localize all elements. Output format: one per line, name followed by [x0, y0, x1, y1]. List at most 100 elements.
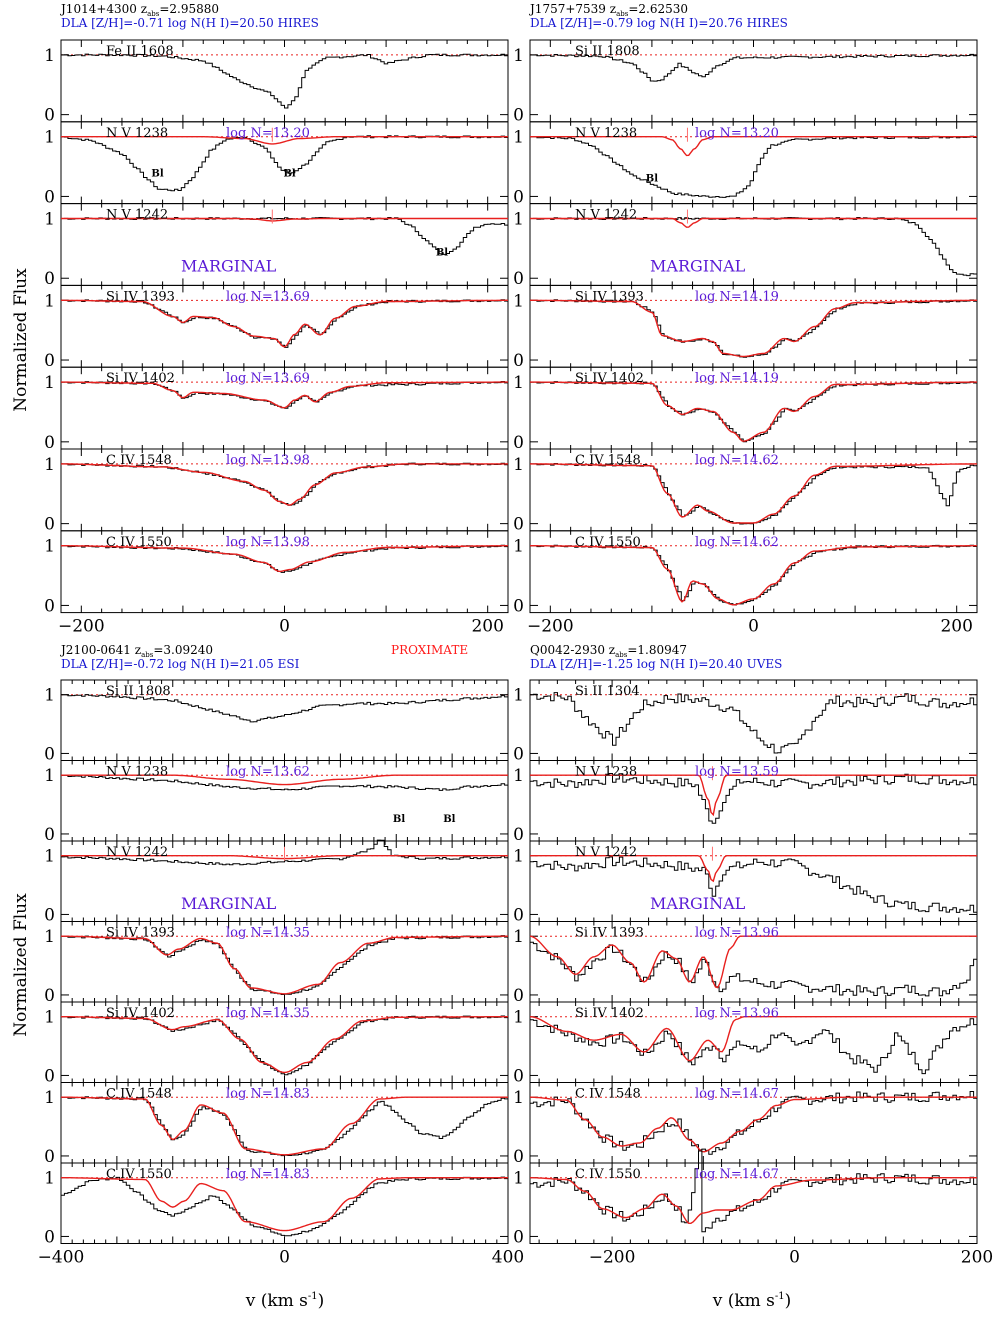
logN-label: log N=13.96: [695, 1006, 779, 1021]
logN-label: log N=13.20: [226, 126, 310, 141]
blend-annotation: Bl: [646, 174, 658, 185]
line-label: C IV 1548: [106, 1087, 172, 1102]
voigt-model-series: [61, 381, 508, 409]
quadrant-2-proximate-note: PROXIMATE: [391, 643, 468, 657]
flux-data-series: [61, 774, 509, 791]
line-label: C IV 1550: [575, 1167, 641, 1182]
y-tick-label: 1: [513, 686, 524, 706]
y-tick-label: 0: [44, 986, 55, 1006]
flux-data-series: [61, 1015, 509, 1076]
line-label: Si II 1304: [575, 684, 640, 699]
line-label: Si IV 1393: [575, 926, 644, 941]
line-label: Si IV 1393: [575, 289, 644, 304]
logN-label: log N=13.59: [695, 765, 779, 780]
voigt-model-series: [61, 217, 508, 222]
y-tick-label: 0: [513, 187, 524, 207]
logN-label: log N=13.98: [226, 453, 310, 468]
flux-data-series: [530, 381, 978, 443]
y-tick-label: 0: [44, 905, 55, 925]
quadrant-1-qso-title: J1757+7539 zabs=2.62530: [528, 2, 688, 18]
y-tick-label: 1: [44, 686, 55, 706]
x-tick-label: 200: [940, 617, 972, 637]
voigt-model-series: [530, 217, 977, 228]
y-axis-label-bottom: Normalized Flux: [11, 893, 31, 1037]
y-tick-label: 0: [44, 187, 55, 207]
y-tick-label: 0: [44, 515, 55, 535]
y-tick-label: 0: [44, 269, 55, 289]
y-tick-label: 1: [44, 373, 55, 393]
x-tick-label: −200: [58, 617, 105, 637]
y-tick-label: 0: [513, 825, 524, 845]
y-tick-label: 1: [513, 1169, 524, 1189]
y-tick-label: 0: [44, 825, 55, 845]
y-tick-label: 1: [44, 46, 55, 66]
y-tick-label: 0: [513, 515, 524, 535]
logN-label: log N=14.19: [695, 289, 779, 304]
line-label: Si IV 1402: [106, 371, 175, 386]
blend-annotation: Bl: [283, 169, 295, 180]
flux-data-series: [530, 1150, 978, 1233]
logN-label: log N=14.35: [226, 926, 310, 941]
x-tick-label: −200: [589, 1248, 636, 1268]
line-label: N V 1238: [106, 765, 168, 780]
y-tick-label: 0: [44, 744, 55, 764]
line-label: Si IV 1402: [106, 1006, 175, 1021]
marginal-note: MARGINAL: [650, 257, 746, 276]
quadrant-1-dla-line: DLA [Z/H]=-0.79 log N(H I)=20.76 HIRES: [530, 16, 788, 30]
voigt-model-series: [530, 381, 977, 442]
marginal-note: MARGINAL: [181, 257, 277, 276]
flux-data-series: [530, 53, 978, 82]
flux-data-series: [530, 135, 978, 198]
y-tick-label: 0: [44, 351, 55, 371]
y-tick-label: 1: [44, 766, 55, 786]
y-tick-label: 1: [44, 927, 55, 947]
y-tick-label: 1: [513, 455, 524, 475]
logN-label: log N=14.62: [695, 453, 779, 468]
flux-data-series: [530, 299, 978, 358]
flux-data-series: [61, 135, 509, 192]
line-label: Si IV 1393: [106, 289, 175, 304]
y-tick-label: 1: [513, 1008, 524, 1028]
voigt-model-series: [529, 1016, 977, 1062]
flux-data-series: [61, 1176, 509, 1237]
line-label: C IV 1548: [575, 1087, 641, 1102]
panel-frame: [529, 1162, 978, 1244]
x-tick-label: 200: [961, 1248, 993, 1268]
voigt-model-series: [529, 935, 977, 989]
flux-data-series: [530, 941, 978, 997]
line-label: C IV 1550: [106, 1167, 172, 1182]
marginal-note: MARGINAL: [181, 894, 277, 913]
y-tick-label: 0: [513, 1066, 524, 1086]
x-tick-label: −200: [527, 617, 574, 637]
y-tick-label: 0: [513, 596, 524, 616]
quadrant-2-qso-title: J2100-0641 zabs=3.09240: [59, 643, 213, 659]
y-tick-label: 1: [44, 1008, 55, 1028]
y-tick-label: 0: [44, 1147, 55, 1167]
y-tick-label: 1: [513, 46, 524, 66]
y-tick-label: 0: [513, 986, 524, 1006]
x-axis-label-left: v (km s-1): [245, 1291, 325, 1311]
flux-data-series: [61, 299, 509, 348]
y-tick-label: 1: [44, 455, 55, 475]
y-tick-label: 1: [44, 537, 55, 557]
voigt-model-series: [61, 935, 508, 995]
line-label: Si II 1808: [575, 44, 640, 59]
flux-data-series: [530, 463, 978, 525]
y-tick-label: 1: [44, 1169, 55, 1189]
line-label: N V 1238: [575, 126, 637, 141]
line-label: Si II 1808: [106, 684, 171, 699]
y-tick-label: 0: [44, 596, 55, 616]
y-tick-label: 1: [44, 847, 55, 867]
y-tick-label: 0: [513, 269, 524, 289]
y-tick-label: 1: [513, 537, 524, 557]
y-tick-label: 0: [513, 1227, 524, 1247]
quadrant-0-dla-line: DLA [Z/H]=-0.71 log N(H I)=20.50 HIRES: [61, 16, 319, 30]
flux-data-series: [530, 217, 978, 277]
voigt-model-series: [530, 136, 977, 157]
x-tick-label: 0: [279, 617, 290, 637]
x-tick-label: 400: [492, 1248, 524, 1268]
logN-label: log N=14.67: [695, 1167, 779, 1182]
y-tick-label: 0: [513, 905, 524, 925]
voigt-model-series: [61, 299, 508, 348]
flux-data-series: [61, 839, 509, 866]
